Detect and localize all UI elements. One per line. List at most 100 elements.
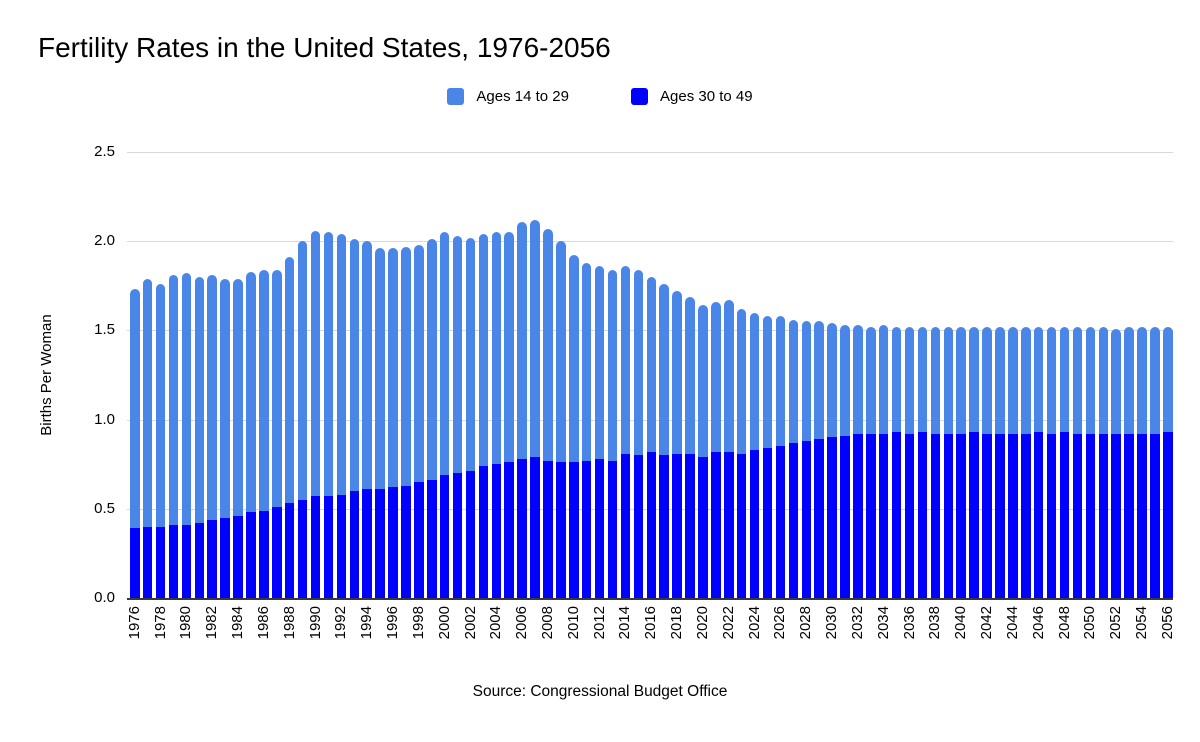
bar-2014 [620, 266, 631, 598]
x-tick-label: 2008 [538, 606, 556, 640]
bar-1994 [362, 241, 372, 598]
bar-1983-ages-30-to-49 [220, 517, 230, 598]
bar-2049-ages-30-to-49 [1072, 433, 1083, 598]
x-axis-line [127, 597, 1173, 600]
x-tick-label: 1978 [151, 606, 169, 640]
bar-2024-ages-30-to-49 [749, 449, 760, 598]
bar-1999-ages-30-to-49 [427, 480, 437, 598]
x-tick-label: 2052 [1107, 606, 1125, 640]
bar-1996-ages-30-to-49 [388, 487, 398, 598]
bar-2047-ages-30-to-49 [1046, 433, 1057, 598]
bar-2033 [866, 326, 876, 598]
x-tick-label: 2002 [461, 606, 479, 640]
bar-1998-ages-30-to-49 [414, 482, 424, 598]
bar-2043-ages-30-to-49 [995, 433, 1005, 598]
bar-1976 [130, 289, 140, 598]
bar-2020-ages-30-to-49 [698, 457, 708, 598]
x-tick-label: 2054 [1133, 606, 1150, 640]
y-tick-label: 0.5 [94, 499, 115, 517]
x-tick-label: 1988 [280, 606, 298, 640]
bar-2055 [1150, 326, 1160, 598]
bar-2052-ages-30-to-49 [1111, 433, 1121, 598]
legend-item-ages-30-to-49: Ages 30 to 49 [631, 88, 753, 105]
bar-2010-ages-30-to-49 [569, 462, 579, 598]
bar-2050-ages-30-to-49 [1085, 433, 1096, 598]
x-tick-label: 2004 [487, 606, 505, 640]
bar-2045-ages-30-to-49 [1021, 433, 1031, 598]
x-tick-label: 2040 [952, 606, 970, 640]
bar-1978-ages-30-to-49 [155, 526, 166, 598]
bar-1979-ages-30-to-49 [168, 524, 179, 598]
bar-2012-ages-30-to-49 [594, 458, 605, 598]
bar-2007-ages-30-to-49 [530, 457, 540, 598]
bar-2027-ages-30-to-49 [788, 442, 799, 598]
plot-area: 0.0 0.5 1.0 1.5 2.0 2.5 1976 1978 1980 1982 1984 19… [94, 144, 1176, 640]
bar-2034 [878, 325, 889, 598]
bar-1979 [168, 275, 179, 598]
source-note: Source: Congressional Budget Office [472, 683, 728, 700]
bar-1985 [246, 271, 256, 598]
bar-1984 [233, 278, 243, 598]
bar-2009-ages-30-to-49 [556, 462, 566, 598]
bar-2039-ages-30-to-49 [943, 433, 954, 598]
bar-2053-ages-30-to-49 [1124, 433, 1134, 598]
bar-2020 [698, 305, 708, 598]
chart-title: Fertility Rates in the United States, 19… [38, 32, 611, 63]
bar-2041-ages-30-to-49 [969, 432, 979, 598]
bar-1992-ages-30-to-49 [336, 494, 347, 598]
bar-1994-ages-30-to-49 [362, 489, 372, 598]
bar-1980 [181, 273, 192, 598]
bar-2006 [517, 221, 527, 598]
x-tick-label: 2012 [590, 606, 608, 640]
bar-2007 [530, 219, 540, 598]
bar-2055-ages-30-to-49 [1150, 433, 1160, 598]
bar-2040-ages-30-to-49 [956, 433, 966, 598]
x-tick-label: 1998 [409, 606, 427, 640]
x-tick-label: 2036 [900, 606, 918, 640]
bar-2028-ages-30-to-49 [801, 441, 811, 598]
bar-2052 [1111, 328, 1121, 598]
x-tick-label: 2038 [926, 606, 944, 640]
bar-2026-ages-30-to-49 [775, 446, 786, 598]
bar-2013-ages-30-to-49 [607, 460, 618, 598]
x-tick-label: 2018 [668, 606, 686, 640]
bar-1987 [272, 269, 282, 598]
bar-2031-ages-30-to-49 [840, 435, 850, 598]
bar-1977-ages-30-to-49 [142, 526, 153, 598]
bar-2047 [1046, 326, 1057, 598]
bar-2038 [930, 326, 941, 598]
bar-2048 [1059, 326, 1070, 598]
bar-2022 [724, 300, 734, 598]
bar-1989 [297, 241, 308, 598]
x-tick-label: 2030 [823, 606, 841, 640]
bar-1976-ages-30-to-49 [130, 528, 140, 598]
bar-2054-ages-30-to-49 [1137, 433, 1147, 598]
bar-2032-ages-30-to-49 [853, 433, 863, 598]
x-tick-label: 2044 [1003, 606, 1021, 640]
y-tick-label: 1.5 [94, 321, 115, 339]
y-tick-label: 2.5 [94, 143, 115, 160]
bar-1988 [284, 257, 295, 598]
bar-2024 [749, 312, 760, 598]
bar-2008 [543, 228, 553, 598]
bar-1999 [427, 239, 437, 598]
bar-1987-ages-30-to-49 [272, 507, 282, 598]
bar-1981 [194, 276, 205, 598]
x-tick-label: 1984 [229, 606, 247, 640]
bar-2036 [904, 326, 915, 598]
bar-1978 [155, 284, 166, 598]
bar-2003-ages-30-to-49 [478, 465, 489, 598]
bar-1996 [388, 248, 398, 598]
bar-2051 [1098, 326, 1109, 598]
bar-2034-ages-30-to-49 [878, 433, 889, 598]
bar-1985-ages-30-to-49 [246, 512, 256, 598]
bar-1989-ages-30-to-49 [297, 499, 308, 598]
bar-2044 [1008, 326, 1018, 598]
bar-2042 [982, 326, 992, 598]
legend: Ages 14 to 29 Ages 30 to 49 [0, 88, 1200, 105]
bar-1993-ages-30-to-49 [349, 490, 360, 598]
bar-2018 [672, 291, 682, 598]
bar-2016-ages-30-to-49 [646, 451, 657, 598]
bar-2023 [736, 309, 747, 598]
